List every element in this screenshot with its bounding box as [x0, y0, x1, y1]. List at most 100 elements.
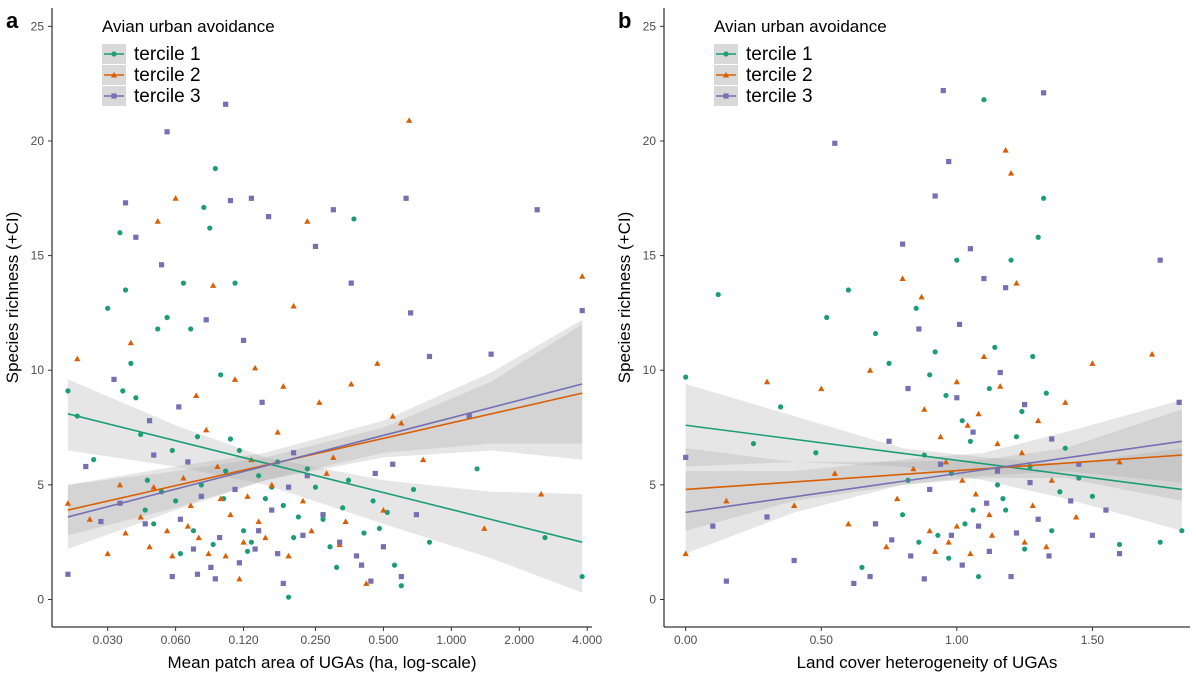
data-point	[164, 314, 170, 321]
data-point	[227, 436, 234, 442]
x-tick-label: 0.500	[368, 633, 398, 647]
data-point	[210, 282, 217, 288]
trend-line-tercile-2	[685, 454, 1182, 491]
data-point	[217, 534, 223, 541]
data-point	[1089, 360, 1096, 366]
data-point	[222, 552, 229, 559]
data-point	[886, 360, 892, 366]
data-point	[899, 275, 906, 282]
data-point	[232, 486, 238, 493]
data-point	[86, 516, 93, 522]
data-point	[1040, 90, 1047, 96]
data-point	[122, 200, 129, 206]
data-point	[304, 466, 310, 472]
ci-band-tercile-2	[685, 409, 1182, 531]
data-point	[683, 454, 689, 460]
data-point	[1035, 234, 1041, 240]
data-point	[791, 557, 797, 564]
data-point	[285, 594, 292, 600]
data-point	[986, 511, 993, 518]
y-tick-label: 0	[649, 592, 656, 606]
y-tick-label: 0	[37, 592, 44, 606]
data-point	[320, 516, 326, 522]
data-point	[236, 560, 242, 566]
data-point	[1148, 351, 1156, 357]
y-tick-label: 10	[643, 363, 657, 377]
data-point	[946, 159, 952, 165]
data-point	[398, 583, 404, 589]
data-point	[474, 466, 480, 472]
data-point	[1008, 257, 1014, 263]
data-point	[380, 506, 387, 513]
data-point	[683, 374, 689, 380]
data-point	[236, 575, 243, 582]
data-point	[244, 548, 251, 554]
data-point	[488, 351, 494, 357]
data-point	[1089, 493, 1095, 499]
x-tick-label: 1.50	[1081, 633, 1105, 647]
data-point	[1103, 507, 1109, 513]
data-point	[285, 484, 292, 490]
data-point	[410, 486, 417, 493]
data-point	[169, 447, 175, 454]
data-point	[1062, 399, 1069, 405]
data-point	[255, 518, 262, 525]
data-point	[908, 553, 914, 559]
data-point	[426, 539, 433, 545]
x-tick-label: 1.00	[945, 633, 969, 647]
data-point	[150, 484, 157, 490]
data-point	[207, 225, 213, 231]
data-point	[390, 461, 396, 467]
data-point	[959, 562, 965, 568]
data-point	[154, 218, 161, 224]
data-point	[1157, 257, 1163, 263]
ci-band-tercile-3	[67, 319, 583, 550]
data-point	[193, 392, 200, 398]
data-point	[128, 360, 134, 366]
legend-key-marker	[111, 93, 117, 99]
legend-item-label: tercile 2	[746, 65, 813, 86]
data-point	[910, 465, 917, 472]
data-point	[398, 419, 405, 426]
data-point	[91, 457, 97, 463]
data-point	[935, 532, 941, 538]
data-point	[542, 534, 548, 541]
data-point	[943, 392, 949, 399]
data-point	[291, 534, 297, 541]
data-point	[188, 326, 194, 332]
data-point	[138, 431, 144, 438]
data-point	[723, 578, 729, 584]
panel-label: b	[618, 8, 631, 33]
data-point	[1073, 513, 1080, 520]
data-point	[1043, 543, 1050, 550]
x-tick-label: 2.000	[504, 633, 534, 647]
data-point	[223, 468, 229, 474]
data-point	[921, 406, 928, 412]
data-point	[120, 388, 126, 394]
ci-band-tercile-1	[67, 379, 583, 593]
data-point	[975, 410, 982, 417]
data-point	[180, 474, 187, 481]
data-point	[133, 234, 139, 240]
data-point	[117, 230, 123, 236]
data-point	[997, 383, 1004, 389]
data-point	[327, 544, 333, 550]
data-point	[723, 497, 730, 504]
data-point	[280, 383, 287, 389]
data-point	[169, 552, 176, 559]
data-point	[1022, 546, 1028, 552]
data-point	[1049, 436, 1055, 442]
data-point	[1046, 553, 1052, 559]
data-point	[1029, 502, 1036, 508]
data-point	[248, 195, 254, 201]
data-point	[256, 528, 262, 534]
data-point	[959, 418, 965, 424]
data-point	[1116, 541, 1123, 548]
data-point	[948, 532, 955, 538]
data-point	[894, 495, 901, 502]
data-point	[1116, 458, 1123, 465]
data-point	[240, 539, 247, 545]
data-point	[351, 216, 357, 222]
